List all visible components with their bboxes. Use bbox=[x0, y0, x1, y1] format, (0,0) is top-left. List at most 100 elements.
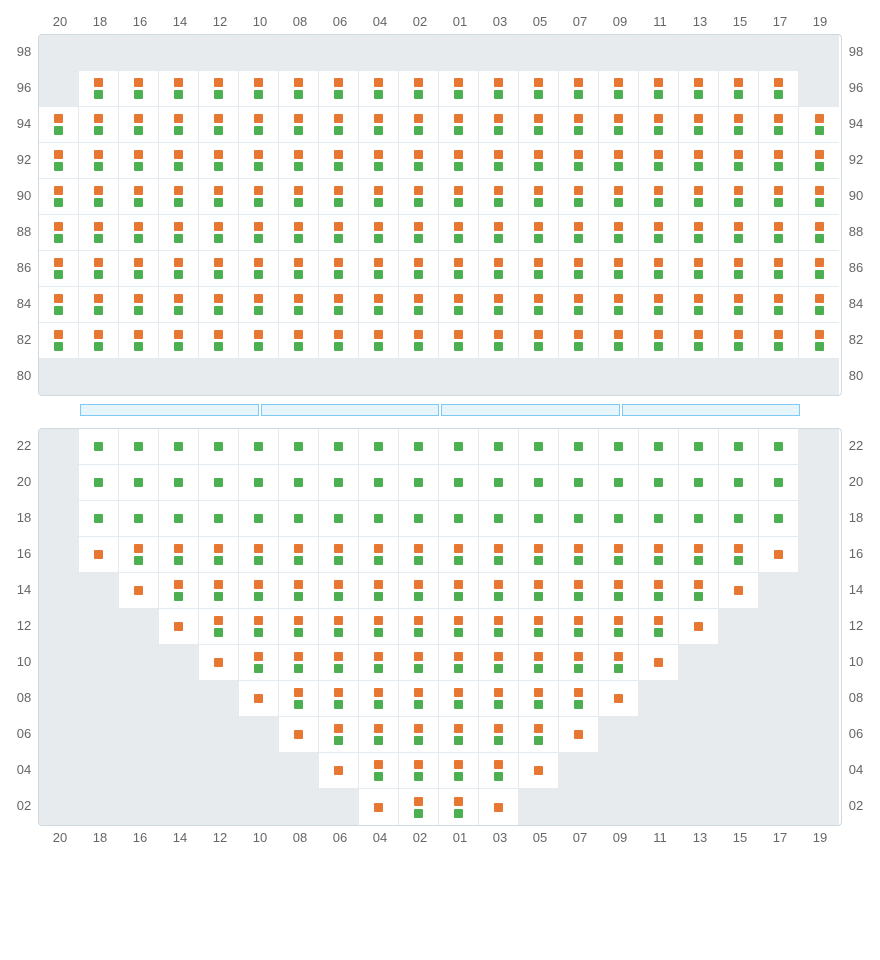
seat[interactable] bbox=[479, 573, 519, 609]
seat[interactable] bbox=[439, 71, 479, 107]
seat[interactable] bbox=[359, 537, 399, 573]
seat[interactable] bbox=[239, 179, 279, 215]
seat[interactable] bbox=[679, 501, 719, 537]
seat[interactable] bbox=[479, 251, 519, 287]
seat[interactable] bbox=[719, 465, 759, 501]
seat[interactable] bbox=[199, 71, 239, 107]
seat[interactable] bbox=[439, 429, 479, 465]
seat[interactable] bbox=[319, 573, 359, 609]
seat[interactable] bbox=[479, 323, 519, 359]
seat[interactable] bbox=[439, 465, 479, 501]
seat[interactable] bbox=[119, 107, 159, 143]
seat[interactable] bbox=[599, 107, 639, 143]
seat[interactable] bbox=[439, 717, 479, 753]
seat[interactable] bbox=[679, 251, 719, 287]
seat[interactable] bbox=[239, 429, 279, 465]
seat[interactable] bbox=[359, 573, 399, 609]
seat[interactable] bbox=[719, 107, 759, 143]
seat[interactable] bbox=[479, 215, 519, 251]
seat[interactable] bbox=[599, 215, 639, 251]
seat[interactable] bbox=[119, 287, 159, 323]
seat[interactable] bbox=[679, 107, 719, 143]
seat[interactable] bbox=[759, 287, 799, 323]
seat[interactable] bbox=[559, 681, 599, 717]
seat[interactable] bbox=[119, 429, 159, 465]
seat[interactable] bbox=[199, 179, 239, 215]
seat[interactable] bbox=[79, 143, 119, 179]
seat[interactable] bbox=[399, 465, 439, 501]
seat[interactable] bbox=[359, 609, 399, 645]
seat[interactable] bbox=[199, 323, 239, 359]
seat[interactable] bbox=[439, 789, 479, 825]
seat[interactable] bbox=[519, 179, 559, 215]
seat[interactable] bbox=[519, 681, 559, 717]
seat[interactable] bbox=[399, 753, 439, 789]
seat[interactable] bbox=[679, 215, 719, 251]
seat[interactable] bbox=[479, 537, 519, 573]
seat[interactable] bbox=[639, 465, 679, 501]
seat[interactable] bbox=[639, 537, 679, 573]
seat[interactable] bbox=[639, 179, 679, 215]
seat[interactable] bbox=[319, 717, 359, 753]
seat[interactable] bbox=[239, 107, 279, 143]
seat[interactable] bbox=[719, 323, 759, 359]
seat[interactable] bbox=[319, 429, 359, 465]
seat[interactable] bbox=[159, 287, 199, 323]
seat[interactable] bbox=[399, 789, 439, 825]
seat[interactable] bbox=[679, 465, 719, 501]
seat[interactable] bbox=[279, 573, 319, 609]
seat[interactable] bbox=[439, 179, 479, 215]
seat[interactable] bbox=[279, 717, 319, 753]
seat[interactable] bbox=[279, 179, 319, 215]
seat[interactable] bbox=[239, 287, 279, 323]
seat[interactable] bbox=[319, 251, 359, 287]
seat[interactable] bbox=[159, 143, 199, 179]
seat[interactable] bbox=[719, 501, 759, 537]
seat[interactable] bbox=[79, 71, 119, 107]
seat[interactable] bbox=[79, 251, 119, 287]
seat[interactable] bbox=[719, 215, 759, 251]
seat[interactable] bbox=[759, 107, 799, 143]
seat[interactable] bbox=[119, 251, 159, 287]
seat[interactable] bbox=[79, 429, 119, 465]
seat[interactable] bbox=[359, 179, 399, 215]
seat[interactable] bbox=[679, 179, 719, 215]
seat[interactable] bbox=[599, 537, 639, 573]
seat[interactable] bbox=[479, 143, 519, 179]
seat[interactable] bbox=[599, 287, 639, 323]
seat[interactable] bbox=[79, 537, 119, 573]
seat[interactable] bbox=[239, 681, 279, 717]
seat[interactable] bbox=[159, 609, 199, 645]
seat[interactable] bbox=[119, 501, 159, 537]
seat[interactable] bbox=[119, 323, 159, 359]
seat[interactable] bbox=[319, 71, 359, 107]
seat[interactable] bbox=[559, 537, 599, 573]
seat[interactable] bbox=[639, 143, 679, 179]
seat[interactable] bbox=[799, 107, 839, 143]
seat[interactable] bbox=[799, 215, 839, 251]
seat[interactable] bbox=[159, 501, 199, 537]
seat[interactable] bbox=[599, 465, 639, 501]
seat[interactable] bbox=[679, 429, 719, 465]
seat[interactable] bbox=[399, 681, 439, 717]
seat[interactable] bbox=[39, 107, 79, 143]
seat[interactable] bbox=[519, 645, 559, 681]
seat[interactable] bbox=[359, 429, 399, 465]
seat[interactable] bbox=[599, 71, 639, 107]
seat[interactable] bbox=[279, 537, 319, 573]
seat[interactable] bbox=[679, 573, 719, 609]
seat[interactable] bbox=[279, 681, 319, 717]
seat[interactable] bbox=[519, 215, 559, 251]
seat[interactable] bbox=[559, 215, 599, 251]
seat[interactable] bbox=[479, 465, 519, 501]
seat[interactable] bbox=[439, 323, 479, 359]
seat[interactable] bbox=[479, 717, 519, 753]
seat[interactable] bbox=[519, 287, 559, 323]
seat[interactable] bbox=[119, 573, 159, 609]
seat[interactable] bbox=[319, 537, 359, 573]
seat[interactable] bbox=[479, 789, 519, 825]
seat[interactable] bbox=[599, 645, 639, 681]
seat[interactable] bbox=[359, 143, 399, 179]
seat[interactable] bbox=[479, 107, 519, 143]
seat[interactable] bbox=[399, 717, 439, 753]
